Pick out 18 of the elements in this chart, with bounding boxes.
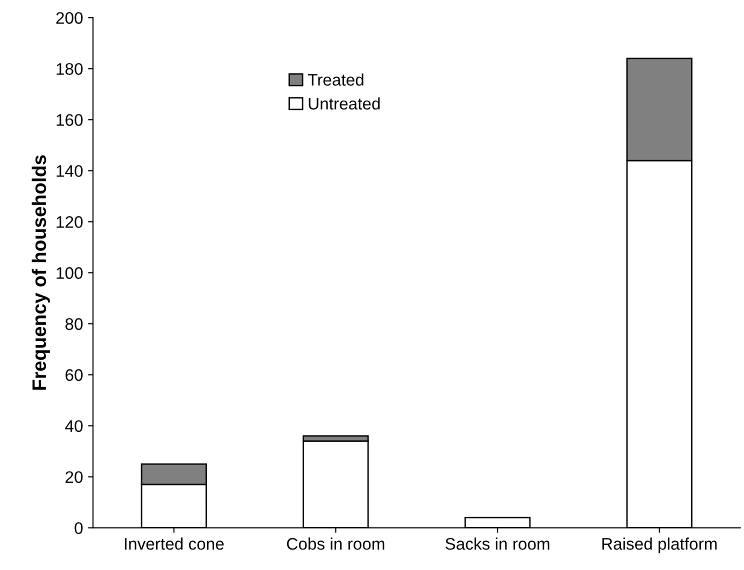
y-tick-label: 160 <box>56 114 83 126</box>
y-axis-title: Frequency of households <box>32 155 50 390</box>
x-tick-label: Cobs in room <box>287 538 384 550</box>
y-tick-label: 100 <box>56 267 83 279</box>
y-tick-label: 200 <box>56 12 83 24</box>
y-tick-label: 40 <box>65 420 83 432</box>
y-tick-label: 0 <box>74 522 83 534</box>
x-tick-label: Inverted cone <box>124 538 224 550</box>
y-tick-label: 120 <box>56 216 83 228</box>
y-tick-label: 60 <box>66 369 83 381</box>
y-tick-label: 20 <box>66 471 83 484</box>
y-tick-label: 140 <box>56 165 83 177</box>
legend-label: Treated <box>308 73 364 86</box>
x-tick-label: Sacks in room <box>446 538 550 550</box>
y-tick-label: 80 <box>65 318 83 330</box>
x-tick-label: Raised platform <box>602 538 717 554</box>
y-tick-label: 180 <box>56 63 83 75</box>
legend-label: Untreated <box>308 97 380 110</box>
